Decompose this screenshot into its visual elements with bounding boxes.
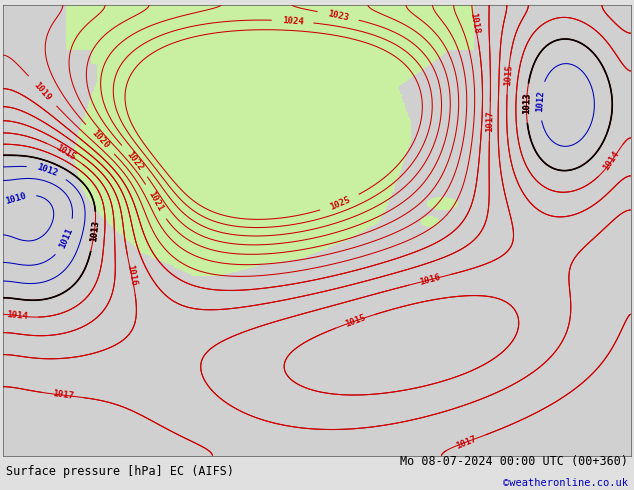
Text: 1010: 1010 (4, 192, 27, 206)
Text: 1013: 1013 (522, 92, 531, 114)
Text: 1025: 1025 (328, 195, 351, 212)
Text: 1015: 1015 (54, 144, 77, 162)
Text: 1015: 1015 (503, 64, 514, 86)
Text: 1016: 1016 (418, 273, 441, 287)
Text: 1019: 1019 (32, 80, 53, 102)
Text: 1017: 1017 (455, 434, 477, 450)
Text: 1020: 1020 (89, 128, 110, 150)
Text: 1016: 1016 (125, 264, 138, 286)
Text: 1017: 1017 (485, 110, 495, 132)
Text: 1017: 1017 (52, 389, 74, 401)
Text: 1021: 1021 (146, 190, 165, 213)
Text: 1018: 1018 (469, 12, 481, 34)
Text: 1024: 1024 (281, 16, 304, 26)
Text: 1015: 1015 (344, 313, 367, 329)
Text: 1023: 1023 (327, 9, 350, 23)
Text: 1013: 1013 (89, 220, 100, 243)
Text: 1013: 1013 (89, 220, 100, 243)
Text: 1011: 1011 (58, 226, 75, 249)
Text: Surface pressure [hPa] EC (AIFS): Surface pressure [hPa] EC (AIFS) (6, 465, 235, 478)
Text: 1014: 1014 (602, 149, 621, 172)
Text: Mo 08-07-2024 00:00 UTC (00+360): Mo 08-07-2024 00:00 UTC (00+360) (399, 455, 628, 468)
Text: ©weatheronline.co.uk: ©weatheronline.co.uk (503, 478, 628, 488)
Text: 1014: 1014 (6, 310, 29, 321)
Text: 1012: 1012 (36, 163, 59, 178)
Text: 1012: 1012 (535, 90, 546, 112)
Text: 1013: 1013 (522, 92, 531, 114)
Text: 1022: 1022 (125, 149, 145, 172)
